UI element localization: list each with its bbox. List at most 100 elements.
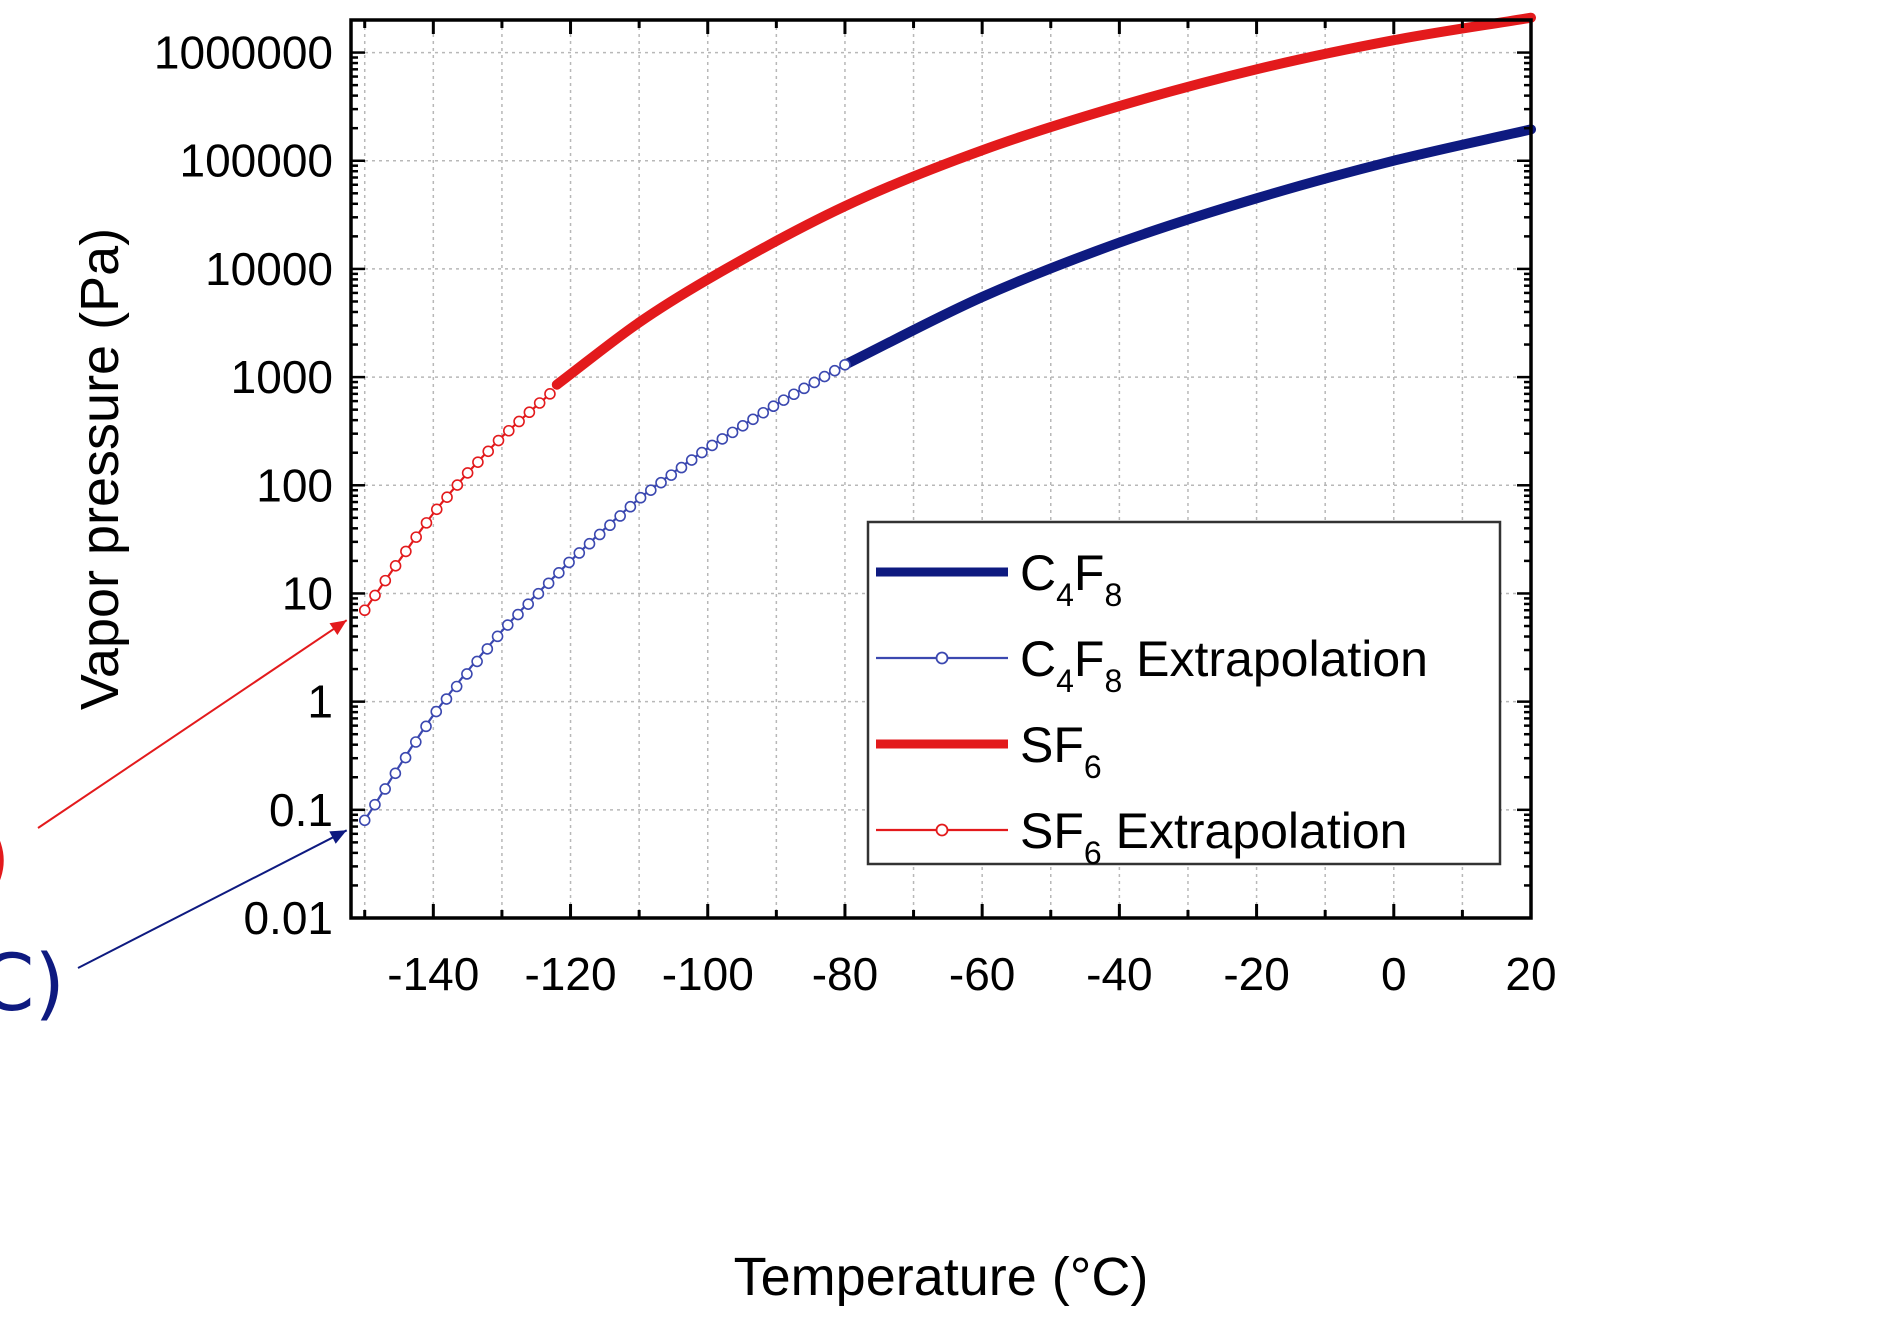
legend-marker-sf6_ext	[935, 823, 949, 837]
legend-subscript: 4	[1056, 663, 1074, 699]
y-tick-label: 100	[256, 459, 333, 511]
y-axis-title: Vapor pressure (Pa)	[70, 228, 130, 710]
x-tick-label: -40	[1086, 948, 1152, 1000]
data-point-c4f8_ext	[440, 693, 453, 705]
data-point-sf6_ext	[410, 531, 422, 543]
legend-item-sf6: SF6	[876, 717, 1102, 785]
y-tick-label: 1000000	[154, 27, 333, 79]
legend-label-c4f8_ext: C4F8 Extrapolation	[1020, 631, 1428, 699]
series-c4f8	[840, 124, 1536, 370]
series-line-sf6	[551, 12, 1536, 390]
data-point-c4f8_ext	[757, 406, 770, 419]
data-point-c4f8_ext	[716, 433, 729, 445]
data-point-sf6_ext	[544, 388, 556, 400]
data-point-c4f8_ext	[450, 680, 463, 693]
annotation-arrowhead	[329, 620, 347, 635]
data-point-c4f8_ext	[420, 720, 432, 733]
data-point-c4f8_ext	[798, 382, 810, 395]
data-point-c4f8_ext	[624, 500, 637, 513]
data-point-sf6_ext	[389, 560, 402, 572]
data-point-c4f8_ext	[808, 376, 821, 389]
annotation-label: C)	[0, 939, 65, 1029]
data-point-c4f8_ext	[747, 413, 759, 426]
data-point-c4f8_ext	[583, 537, 596, 550]
y-tick-label: 0.01	[243, 892, 333, 944]
legend-text-part: C	[1020, 545, 1056, 601]
axes	[349, 18, 1533, 920]
series-sf6_ext	[358, 388, 556, 617]
series-line-c4f8_ext	[363, 363, 847, 822]
data-point-c4f8_ext	[563, 556, 575, 569]
x-tick-label: -120	[524, 948, 616, 1000]
x-tick-label: 0	[1381, 948, 1407, 1000]
annotation-1: C)	[0, 829, 348, 1029]
y-tick-label: 1000	[231, 351, 333, 403]
annotation-arrow-line	[77, 829, 348, 969]
data-point-sf6_ext	[441, 491, 453, 504]
data-point-c4f8_ext	[665, 469, 678, 481]
data-point-c4f8_ext	[522, 598, 535, 610]
data-point-c4f8_ext	[788, 388, 800, 401]
y-tick-label: 100000	[180, 135, 334, 187]
data-point-c4f8_ext	[696, 446, 708, 459]
legend-item-c4f8: C4F8	[876, 545, 1122, 613]
data-point-c4f8_ext	[481, 643, 494, 655]
data-point-sf6_ext	[379, 574, 392, 587]
data-point-c4f8_ext	[430, 705, 443, 718]
data-point-sf6_ext	[451, 479, 464, 491]
series-sf6	[551, 12, 1536, 390]
data-point-c4f8_ext	[655, 476, 667, 489]
tick-labels: -140 -120 -100 -80 -60 -40 -20 0 20 0.01 0.1 1 10 100…	[154, 27, 1557, 1000]
data-point-sf6_ext	[430, 503, 443, 516]
data-point-sf6_ext	[358, 604, 371, 617]
data-point-sf6_ext	[472, 456, 484, 468]
data-point-sf6_ext	[482, 445, 495, 458]
x-tick-label: 20	[1505, 948, 1556, 1000]
data-point-c4f8_ext	[726, 426, 739, 439]
data-point-c4f8_ext	[675, 461, 688, 474]
data-point-c4f8_ext	[512, 608, 524, 621]
legend-item-c4f8_ext: C4F8 Extrapolation	[876, 631, 1428, 699]
series-layer	[358, 12, 1536, 827]
data-point-c4f8_ext	[399, 751, 412, 764]
annotation-arrowhead	[329, 830, 347, 844]
data-point-sf6_ext	[369, 589, 381, 602]
data-point-sf6_ext	[533, 397, 546, 409]
data-point-sf6_ext	[502, 424, 515, 437]
legend-marker-c4f8_ext	[935, 651, 949, 665]
legend-label-c4f8: C4F8	[1020, 545, 1122, 613]
data-point-c4f8_ext	[706, 439, 718, 452]
data-point-sf6_ext	[420, 517, 433, 529]
y-tick-label: 1	[307, 676, 333, 728]
legend-text-part: Extrapolation	[1102, 803, 1408, 859]
legend-text-part: Extrapolation	[1122, 631, 1428, 687]
annotation-arrow-line	[37, 619, 348, 829]
data-point-c4f8_ext	[389, 767, 402, 780]
legend-text-part: SF	[1020, 803, 1084, 859]
series-c4f8_ext	[358, 358, 851, 827]
y-tick-label: 10	[282, 567, 333, 619]
data-point-c4f8_ext	[828, 364, 841, 377]
data-point-c4f8_ext	[358, 814, 371, 827]
data-point-c4f8_ext	[614, 510, 626, 522]
x-tick-label: -140	[387, 948, 479, 1000]
legend-label-sf6_ext: SF6 Extrapolation	[1020, 803, 1407, 871]
data-point-c4f8_ext	[634, 491, 647, 504]
legend-item-sf6_ext: SF6 Extrapolation	[876, 803, 1407, 871]
data-point-c4f8_ext	[604, 519, 616, 532]
x-axis-title: Temperature (°C)	[734, 1247, 1149, 1307]
data-point-sf6_ext	[400, 545, 412, 558]
data-point-c4f8_ext	[461, 668, 473, 680]
data-point-c4f8_ext	[501, 619, 514, 631]
y-tick-label: 10000	[205, 243, 333, 295]
data-point-c4f8_ext	[573, 547, 586, 559]
legend-label-sf6: SF6	[1020, 717, 1102, 785]
legend-text-part: C	[1020, 631, 1056, 687]
y-tick-label: 0.1	[269, 784, 333, 836]
legend-subscript: 8	[1104, 577, 1122, 613]
x-tick-label: -60	[949, 948, 1015, 1000]
legend-text-part: F	[1074, 545, 1105, 601]
x-tick-label: -20	[1223, 948, 1289, 1000]
